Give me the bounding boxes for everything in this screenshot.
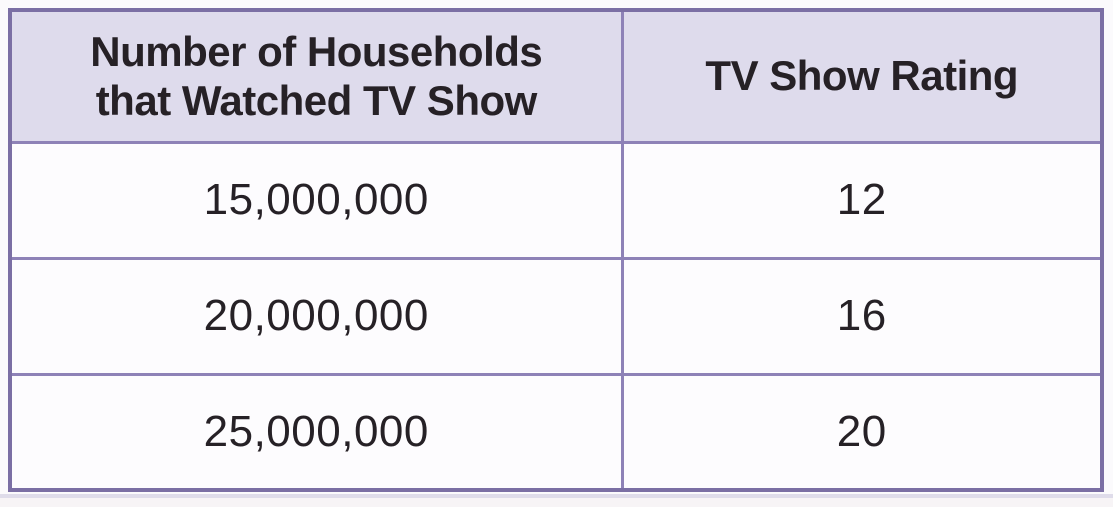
column-header-households: Number of Households that Watched TV Sho… xyxy=(8,8,624,144)
tv-ratings-table: Number of Households that Watched TV Sho… xyxy=(8,8,1104,492)
rating-value: 16 xyxy=(620,256,1104,376)
page-margin-strip xyxy=(0,498,1113,507)
households-value: 20,000,000 xyxy=(8,256,624,376)
households-value: 15,000,000 xyxy=(8,140,624,260)
table-row: 25,000,000 20 xyxy=(8,372,1104,492)
table-row: 20,000,000 16 xyxy=(8,256,1104,376)
rating-value: 12 xyxy=(620,140,1104,260)
rating-value: 20 xyxy=(620,372,1104,492)
households-value: 25,000,000 xyxy=(8,372,624,492)
table-row: 15,000,000 12 xyxy=(8,140,1104,260)
page-divider-rule xyxy=(0,494,1113,498)
column-header-rating: TV Show Rating xyxy=(620,8,1104,144)
table-header-row: Number of Households that Watched TV Sho… xyxy=(8,8,1104,144)
